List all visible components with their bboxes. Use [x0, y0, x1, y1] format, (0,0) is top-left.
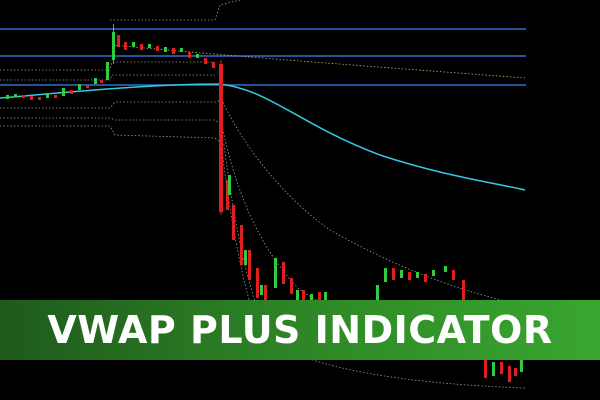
band	[111, 44, 526, 79]
candles	[6, 24, 523, 382]
banner-title: VWAP PLUS INDICATOR	[47, 308, 553, 352]
banner: VWAP PLUS INDICATOR	[0, 300, 600, 360]
vwap-line	[0, 83, 526, 191]
